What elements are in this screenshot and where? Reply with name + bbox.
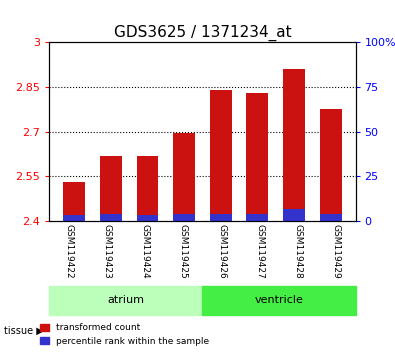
Bar [210,90,232,221]
Bar [202,286,356,315]
Bar [210,213,232,221]
Bar [63,215,85,221]
Text: tissue ▶: tissue ▶ [4,326,44,336]
Bar [137,215,158,221]
Bar [246,213,268,221]
Bar [283,209,305,221]
Bar [320,109,342,221]
Bar [49,286,202,315]
Bar [100,155,122,221]
Text: GSM119424: GSM119424 [141,224,150,279]
Bar [137,155,158,221]
Bar [246,93,268,221]
Text: GSM119428: GSM119428 [293,224,303,279]
Legend: transformed count, percentile rank within the sample: transformed count, percentile rank withi… [36,320,213,349]
Title: GDS3625 / 1371234_at: GDS3625 / 1371234_at [114,25,291,41]
Text: GSM119425: GSM119425 [179,224,188,279]
Bar [100,213,122,221]
Text: GSM119423: GSM119423 [102,224,111,279]
Bar [63,182,85,221]
Text: GSM119422: GSM119422 [64,224,73,279]
Bar [283,69,305,221]
Bar [173,133,195,221]
Text: GSM119427: GSM119427 [255,224,264,279]
Text: atrium: atrium [107,296,145,306]
Text: ventricle: ventricle [254,296,303,306]
Text: GSM119426: GSM119426 [217,224,226,279]
Bar [320,213,342,221]
Text: GSM119429: GSM119429 [332,224,341,279]
Bar [173,213,195,221]
